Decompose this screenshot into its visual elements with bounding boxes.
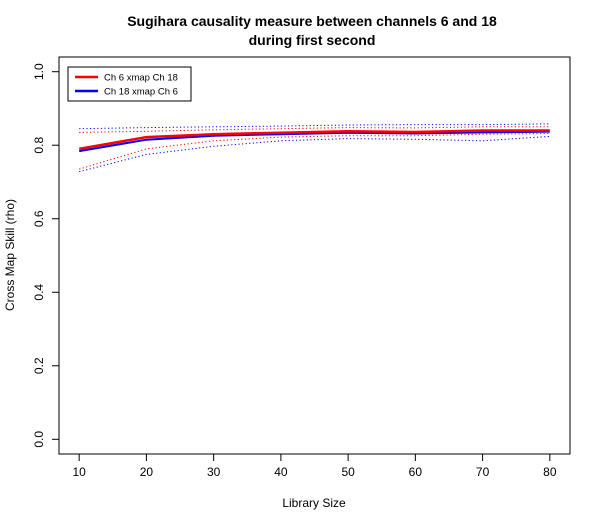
y-axis-label: Cross Map Skill (rho) [3,199,17,311]
y-tick-label: 0.4 [32,284,46,301]
y-axis: 0.0 0.2 0.4 0.6 0.8 1.0 [32,63,60,448]
x-tick-label: 70 [476,465,490,479]
series-2-upper-bound-line [79,123,550,130]
legend-label-series-2: Ch 18 xmap Ch 6 [104,87,178,98]
x-tick-label: 10 [72,465,86,479]
plot-frame [58,56,571,455]
series-2-lower-bound-line [79,135,550,173]
y-tick-label: 0.8 [32,137,46,154]
x-axis: 10 20 30 40 50 60 70 80 [72,453,557,479]
x-tick-label: 20 [140,465,154,479]
legend: Ch 6 xmap Ch 18 Ch 18 xmap Ch 6 [67,66,192,102]
legend-label-series-1: Ch 6 xmap Ch 18 [104,73,178,84]
series-layer [78,123,550,173]
x-tick-label: 30 [207,465,221,479]
x-axis-label: Library Size [282,496,346,510]
x-tick-label: 50 [341,465,355,479]
y-tick-label: 0.0 [32,431,46,448]
chart-title-line-2: during first second [249,32,376,48]
x-tick-label: 80 [543,465,557,479]
series-2-line [79,130,550,153]
series-1-line [78,129,550,151]
chart-title-line-1: Sugihara causality measure between chann… [127,13,497,29]
y-tick-label: 1.0 [32,63,46,80]
legend-box [67,66,192,102]
y-tick-label: 0.2 [32,357,46,374]
y-tick-label: 0.6 [32,210,46,227]
x-tick-label: 60 [409,465,423,479]
x-tick-label: 40 [274,465,288,479]
